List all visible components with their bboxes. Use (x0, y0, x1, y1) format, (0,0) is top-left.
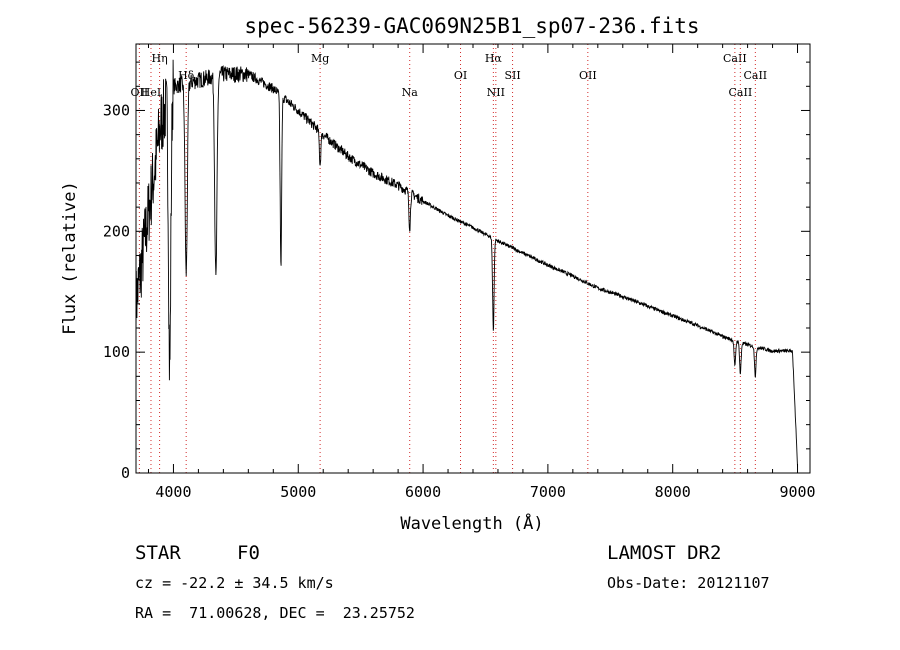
redshift-text: cz = -22.2 ± 34.5 km/s (135, 574, 334, 592)
line-marker-label: CaII (729, 86, 753, 99)
line-marker-label: OII (579, 69, 597, 82)
x-tick-label: 7000 (530, 483, 566, 501)
line-marker-label: Hα (485, 52, 503, 65)
line-marker-label: Na (402, 86, 419, 99)
line-marker-label: Hη (151, 52, 167, 65)
spectral-subclass: F0 (237, 542, 260, 564)
object-class: STAR (135, 542, 181, 564)
coordinates-text: RA = 71.00628, DEC = 23.25752 (135, 604, 415, 622)
x-tick-label: 4000 (155, 483, 191, 501)
y-tick-label: 300 (103, 101, 130, 119)
x-axis-label: Wavelength (Å) (400, 512, 543, 534)
x-tick-label: 6000 (405, 483, 441, 501)
y-axis-label: Flux (relative) (60, 181, 80, 335)
plot-frame (135, 43, 811, 474)
y-tick-label: 0 (121, 464, 130, 482)
y-tick-label: 100 (103, 343, 130, 361)
line-marker-label: NII (487, 86, 505, 99)
line-marker-label: HeI (141, 86, 161, 99)
obs-date-text: Obs-Date: 20121107 (607, 574, 770, 592)
line-marker-label: Mg (311, 52, 329, 65)
x-tick-label: 8000 (655, 483, 691, 501)
line-marker-label: CaII (723, 52, 747, 65)
spectrum-line (135, 59, 798, 468)
line-marker-label: OII (131, 86, 149, 99)
line-marker-label: OI (454, 69, 467, 82)
axis-ticks: 4000 5000 6000 7000 8000 9000 0 100 200 300 (103, 44, 816, 501)
y-tick-label: 200 (103, 222, 130, 240)
survey-name: LAMOST DR2 (607, 542, 722, 564)
x-tick-label: 5000 (280, 483, 316, 501)
x-tick-label: 9000 (779, 483, 815, 501)
chart-title: spec-56239-GAC069N25B1_sp07-236.fits (244, 14, 699, 38)
line-marker-label: SII (504, 69, 520, 82)
line-marker-label: CaII (743, 69, 767, 82)
spectrum-layer (135, 59, 798, 468)
